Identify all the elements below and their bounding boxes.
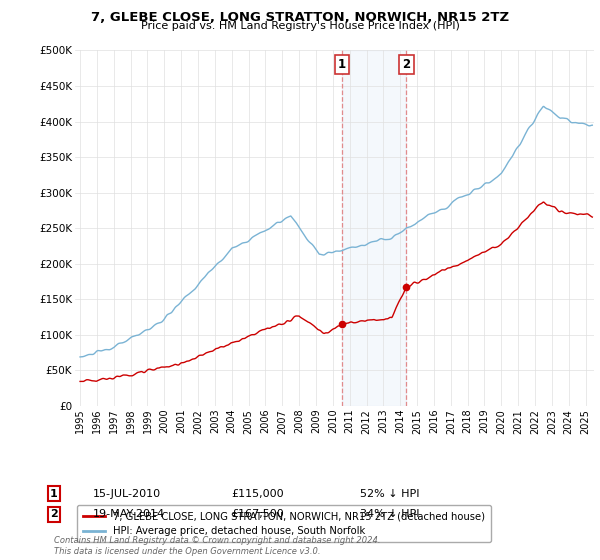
- Text: Contains HM Land Registry data © Crown copyright and database right 2024.
This d: Contains HM Land Registry data © Crown c…: [54, 536, 380, 556]
- Text: 34% ↓ HPI: 34% ↓ HPI: [360, 509, 419, 519]
- Text: 15-JUL-2010: 15-JUL-2010: [93, 489, 161, 499]
- Text: Price paid vs. HM Land Registry's House Price Index (HPI): Price paid vs. HM Land Registry's House …: [140, 21, 460, 31]
- Text: 1: 1: [50, 489, 58, 499]
- Text: 52% ↓ HPI: 52% ↓ HPI: [360, 489, 419, 499]
- Bar: [342, 50, 406, 406]
- Text: £167,500: £167,500: [231, 509, 284, 519]
- Legend: 7, GLEBE CLOSE, LONG STRATTON, NORWICH, NR15 2TZ (detached house), HPI: Average : 7, GLEBE CLOSE, LONG STRATTON, NORWICH, …: [77, 505, 491, 542]
- Text: 1: 1: [338, 58, 346, 71]
- Text: £115,000: £115,000: [231, 489, 284, 499]
- Text: 7, GLEBE CLOSE, LONG STRATTON, NORWICH, NR15 2TZ: 7, GLEBE CLOSE, LONG STRATTON, NORWICH, …: [91, 11, 509, 24]
- Text: 2: 2: [50, 509, 58, 519]
- Text: 2: 2: [403, 58, 410, 71]
- Text: 19-MAY-2014: 19-MAY-2014: [93, 509, 165, 519]
